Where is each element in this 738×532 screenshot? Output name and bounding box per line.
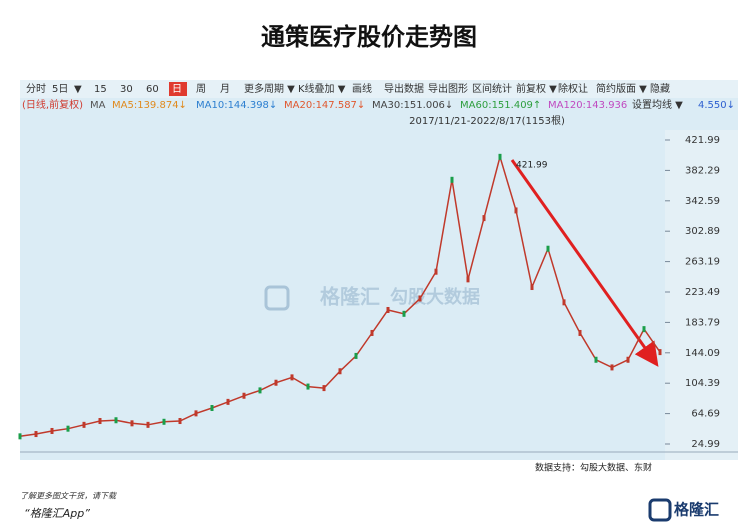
candle xyxy=(354,352,358,359)
candle xyxy=(194,410,198,417)
chart-title: 通策医疗股价走势图 xyxy=(261,23,477,51)
source: 数据支持：勾股大数据、东财 xyxy=(535,462,652,474)
toolbar-item[interactable]: 日 xyxy=(172,84,182,95)
candle xyxy=(34,431,38,438)
footer-note: 了解更多图文干货，请下载 xyxy=(20,492,117,501)
axis-bg xyxy=(665,130,738,460)
toolbar-item[interactable]: 前复权 ▼ xyxy=(516,82,557,95)
watermark: 格隆汇 xyxy=(320,285,380,309)
chart-panel xyxy=(20,80,738,460)
candle xyxy=(274,379,278,386)
ma-label: 设置均线 ▼ xyxy=(632,98,683,111)
y-tick-label: 24.99 xyxy=(691,439,720,450)
candle xyxy=(18,433,22,440)
toolbar-item[interactable]: 简约版面 ▼ xyxy=(596,82,647,95)
toolbar-item[interactable]: 30 xyxy=(120,84,133,95)
candle xyxy=(546,245,550,252)
candle xyxy=(402,310,406,317)
ma-label: 4.550↓ xyxy=(698,100,735,111)
candle xyxy=(514,207,518,214)
candle xyxy=(290,374,294,381)
candle xyxy=(322,385,326,392)
candle xyxy=(226,398,230,405)
candle xyxy=(578,329,582,336)
candle xyxy=(418,295,422,302)
candle xyxy=(498,153,502,160)
candle xyxy=(306,383,310,390)
trend-arrow xyxy=(510,159,659,367)
candle xyxy=(594,356,598,363)
ma-label: MA10:144.398↓ xyxy=(196,100,277,111)
toolbar-item[interactable]: K线叠加 ▼ xyxy=(298,82,346,95)
candle xyxy=(50,427,54,434)
candle xyxy=(626,356,630,363)
candle xyxy=(98,418,102,425)
candle xyxy=(482,215,486,222)
candle xyxy=(178,418,182,425)
logo-icon xyxy=(648,498,672,522)
candle xyxy=(530,284,534,291)
ma-label: MA20:147.587↓ xyxy=(284,100,365,111)
y-tick-label: 183.79 xyxy=(685,317,720,328)
candle xyxy=(658,349,662,356)
toolbar-item[interactable]: 月 xyxy=(220,83,230,95)
ma-label: MA5:139.874↓ xyxy=(112,100,187,111)
candle xyxy=(434,268,438,275)
peak-annotation: 421.99 xyxy=(516,160,548,170)
ma-label: MA60:151.409↑ xyxy=(460,100,541,111)
candle xyxy=(386,306,390,313)
toolbar-item[interactable]: 更多周期 ▼ xyxy=(244,82,295,95)
date-range: 2017/11/21-2022/8/17(1153根) xyxy=(409,114,565,127)
ma-label: (日线,前复权) xyxy=(22,98,83,111)
y-tick-label: 104.39 xyxy=(685,378,720,389)
toolbar-item[interactable]: 除权让 xyxy=(558,82,588,95)
toolbar-item[interactable]: 5日 xyxy=(52,84,68,95)
y-tick-label: 223.49 xyxy=(685,287,720,298)
toolbar-item[interactable]: 15 xyxy=(94,84,107,95)
y-tick-label: 382.29 xyxy=(685,165,720,176)
candle xyxy=(242,392,246,399)
toolbar-item[interactable]: 隐藏 xyxy=(650,83,670,95)
toolbar-item[interactable]: 区间统计 xyxy=(472,82,512,95)
toolbar-item[interactable]: ▼ xyxy=(74,84,82,95)
watermark-icon xyxy=(264,285,290,311)
watermark: 勾股大数据 xyxy=(390,286,480,308)
y-tick-label: 421.99 xyxy=(685,135,720,146)
toolbar-item[interactable]: 导出图形 xyxy=(428,82,468,95)
candle xyxy=(450,176,454,183)
y-tick-label: 64.69 xyxy=(691,409,720,420)
toolbar-item[interactable]: 周 xyxy=(196,83,206,95)
toolbar-item[interactable]: 分时 xyxy=(26,83,46,95)
candle xyxy=(338,368,342,375)
candle xyxy=(258,387,262,394)
logo: 格隆汇 xyxy=(674,501,719,519)
toolbar-bg xyxy=(20,80,738,98)
toolbar-item[interactable]: 导出数据 xyxy=(384,82,424,95)
candle xyxy=(466,276,470,283)
candle xyxy=(114,417,118,424)
candle xyxy=(130,420,134,427)
candle xyxy=(82,421,86,428)
candle xyxy=(210,405,214,412)
footer-app: “格隆汇App” xyxy=(24,507,90,520)
candle xyxy=(146,421,150,428)
ma-label: MA xyxy=(90,100,106,111)
toolbar-active xyxy=(169,82,187,96)
candle xyxy=(370,329,374,336)
y-tick-label: 144.09 xyxy=(685,348,720,359)
candle xyxy=(562,299,566,306)
y-tick-label: 342.59 xyxy=(685,196,720,207)
candle xyxy=(610,364,614,371)
candle xyxy=(162,418,166,425)
y-tick-label: 302.89 xyxy=(685,226,720,237)
y-tick-label: 263.19 xyxy=(685,257,720,268)
ma-label: MA30:151.006↓ xyxy=(372,100,453,111)
candle xyxy=(642,326,646,333)
toolbar-item[interactable]: 60 xyxy=(146,84,159,95)
candle xyxy=(66,425,70,432)
toolbar-item[interactable]: 画线 xyxy=(352,82,372,95)
ma-label: MA120:143.936 xyxy=(548,100,627,111)
